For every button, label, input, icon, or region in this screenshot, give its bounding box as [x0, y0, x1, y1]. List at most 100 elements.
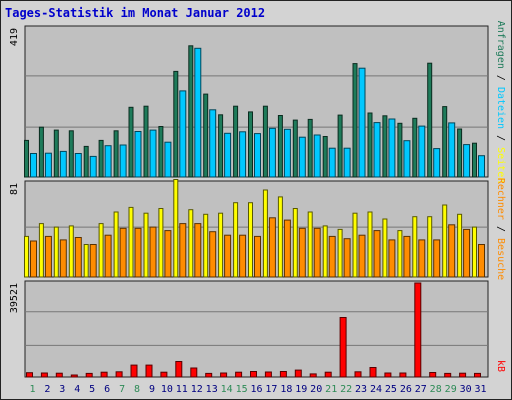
bar-anfragen-day-19: [292, 119, 298, 178]
bar-dateien-day-24: [373, 122, 381, 178]
bar-dateien-day-5: [89, 155, 97, 178]
legend-separator: /: [495, 220, 506, 238]
bar-besuche-day-11: [179, 223, 187, 278]
bar-seiten-day-8: [128, 206, 134, 278]
bar-dateien-day-12: [194, 47, 202, 178]
x-tick-day-22: 22: [340, 384, 352, 395]
bar-kb-day-22: [339, 317, 347, 378]
bar-besuche-day-13: [209, 231, 217, 278]
bar-seiten-day-26: [397, 230, 403, 278]
bar-kb-day-30: [459, 372, 467, 378]
legend-kb: kB: [495, 360, 506, 372]
x-tick-day-31: 31: [474, 384, 486, 395]
bar-seiten-day-22: [337, 228, 343, 278]
bar-besuche-day-21: [328, 235, 336, 278]
bar-dateien-day-14: [224, 132, 232, 178]
bar-kb-day-21: [324, 371, 332, 378]
bar-seiten-day-15: [233, 202, 239, 278]
bar-anfragen-day-1: [24, 139, 29, 178]
x-tick-day-12: 12: [191, 384, 203, 395]
bar-dateien-day-16: [254, 133, 261, 178]
bar-anfragen-day-29: [442, 106, 448, 178]
x-tick-day-29: 29: [445, 384, 457, 395]
bar-dateien-day-4: [74, 153, 82, 178]
bar-besuche-day-29: [448, 224, 456, 278]
x-tick-day-4: 4: [74, 384, 80, 395]
bar-besuche-day-17: [268, 217, 276, 278]
x-tick-day-16: 16: [250, 384, 262, 395]
bar-dateien-day-22: [343, 147, 351, 178]
bar-besuche-day-18: [283, 219, 291, 278]
bar-besuche-day-30: [463, 228, 471, 278]
bar-seiten-day-21: [322, 225, 328, 278]
bar-anfragen-day-13: [203, 93, 209, 178]
bar-kb-day-23: [354, 371, 362, 378]
bar-kb-day-9: [145, 364, 153, 378]
bar-anfragen-day-4: [68, 130, 74, 178]
bar-dateien-day-26: [403, 140, 411, 178]
bar-seiten-day-30: [457, 213, 463, 278]
bar-kb-day-28: [429, 372, 437, 378]
bar-dateien-day-3: [59, 150, 67, 178]
panel-3-legend: kB: [495, 360, 506, 372]
x-tick-day-10: 10: [161, 384, 173, 395]
bar-kb-day-2: [40, 372, 48, 378]
bar-anfragen-day-2: [38, 126, 44, 178]
bar-besuche-day-26: [403, 235, 411, 278]
x-tick-day-1: 1: [29, 384, 35, 395]
bar-besuche-day-7: [119, 227, 127, 278]
bar-anfragen-day-10: [158, 126, 164, 178]
x-tick-day-7: 7: [119, 384, 125, 395]
bar-kb-day-13: [205, 372, 213, 378]
x-tick-day-17: 17: [265, 384, 277, 395]
bar-dateien-day-23: [358, 67, 366, 178]
bar-seiten-day-25: [382, 218, 388, 278]
x-tick-day-15: 15: [236, 384, 248, 395]
bar-anfragen-day-26: [397, 122, 403, 178]
bar-kb-day-11: [175, 361, 183, 378]
bar-kb-day-4: [70, 374, 78, 378]
bar-anfragen-day-6: [98, 139, 104, 178]
bar-anfragen-day-21: [322, 136, 328, 178]
bar-anfragen-day-31: [472, 142, 477, 178]
bar-kb-day-20: [309, 373, 317, 378]
bar-dateien-day-20: [313, 134, 321, 178]
bar-anfragen-day-3: [53, 129, 59, 178]
bar-kb-day-5: [85, 372, 93, 378]
bar-besuche-day-23: [358, 234, 366, 278]
legend-seiten: Seiten: [495, 147, 506, 183]
bar-dateien-day-2: [44, 152, 52, 178]
bar-dateien-day-9: [149, 129, 157, 178]
bar-besuche-day-2: [44, 235, 52, 278]
bar-seiten-day-18: [277, 196, 283, 278]
bar-besuche-day-16: [254, 235, 261, 278]
bar-besuche-day-15: [239, 234, 247, 278]
bar-anfragen-day-23: [352, 63, 358, 178]
bar-besuche-day-8: [134, 227, 142, 278]
x-tick-day-8: 8: [134, 384, 140, 395]
bar-kb-day-15: [235, 371, 243, 378]
bar-anfragen-day-11: [173, 70, 179, 178]
bar-dateien-day-29: [448, 122, 456, 178]
panel-3-ymax-label: 39521: [9, 283, 20, 313]
bar-seiten-day-10: [158, 208, 164, 278]
bar-anfragen-day-8: [128, 106, 134, 178]
bar-anfragen-day-25: [382, 115, 388, 178]
x-tick-day-24: 24: [370, 384, 382, 395]
x-tick-day-30: 30: [460, 384, 472, 395]
bar-besuche-day-19: [298, 227, 306, 278]
bar-besuche-day-5: [89, 244, 97, 278]
bar-anfragen-day-20: [307, 118, 313, 178]
bar-anfragen-day-5: [83, 145, 89, 178]
panel-1-legend: Anfragen / Dateien / Seiten: [495, 21, 506, 184]
bar-anfragen-day-12: [188, 45, 194, 178]
bar-besuche-day-27: [418, 239, 426, 278]
bar-seiten-day-29: [442, 204, 448, 278]
bar-seiten-day-9: [143, 212, 149, 278]
bar-anfragen-day-16: [248, 111, 253, 178]
bar-anfragen-day-22: [337, 114, 343, 178]
bar-besuche-day-25: [388, 239, 396, 278]
bar-seiten-day-7: [113, 211, 119, 278]
bar-dateien-day-25: [388, 118, 396, 178]
bar-kb-day-25: [384, 372, 392, 378]
